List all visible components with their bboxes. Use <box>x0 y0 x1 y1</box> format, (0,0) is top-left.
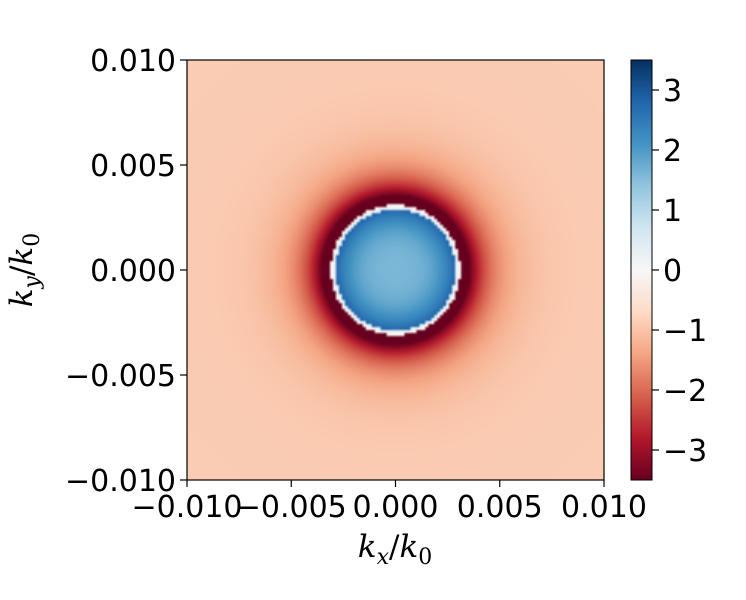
heatmap-image <box>187 60 604 480</box>
colorbar-tick-label: −1 <box>663 314 707 349</box>
colorbar-ticks: 3 2 1 0 −1 −2 −3 <box>652 74 707 469</box>
x-tick-label: 0.000 <box>353 490 439 525</box>
colorbar-tick-label: −3 <box>663 434 707 469</box>
colorbar: 3 2 1 0 −1 −2 −3 <box>630 59 707 481</box>
colorbar-tick-label: 2 <box>663 134 682 169</box>
y-axis-label: ky/k0 <box>4 233 45 307</box>
colorbar-tick-label: −2 <box>663 374 707 409</box>
y-tick-label: 0.000 <box>90 254 176 289</box>
heatmap-area <box>186 59 605 481</box>
y-tick-label: 0.010 <box>90 44 176 79</box>
colorbar-gradient <box>630 59 653 481</box>
y-tick-label: −0.005 <box>65 359 176 394</box>
x-tick-label: 0.010 <box>561 490 647 525</box>
colorbar-tick-label: 3 <box>663 74 682 109</box>
colorbar-tick-label: 1 <box>663 194 682 229</box>
y-tick-label: 0.005 <box>90 149 176 184</box>
x-axis-label: kx/k0 <box>358 529 432 570</box>
x-tick-label: −0.005 <box>236 490 347 525</box>
colorbar-tick-label: 0 <box>663 254 682 289</box>
y-tick-label: −0.010 <box>65 464 176 499</box>
y-axis-ticks: 0.010 0.005 0.000 −0.005 −0.010 <box>65 44 187 499</box>
x-tick-label: −0.010 <box>131 490 242 525</box>
x-tick-label: 0.005 <box>457 490 543 525</box>
x-axis-ticks: −0.010−0.005 0.000 0.005 0.010 <box>131 480 647 525</box>
